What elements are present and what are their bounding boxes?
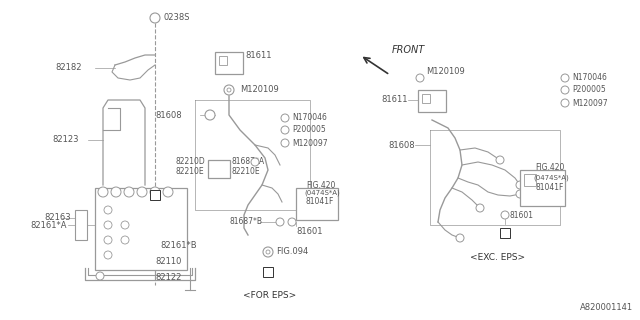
Text: M120109: M120109 [426, 68, 465, 76]
Bar [422, 94, 430, 103]
Circle shape [227, 88, 231, 92]
Circle shape [111, 187, 121, 197]
Text: 81601: 81601 [296, 228, 323, 236]
Text: FIG.094: FIG.094 [276, 247, 308, 257]
Text: 81041F: 81041F [535, 183, 563, 193]
Text: FIG.420: FIG.420 [306, 180, 335, 189]
Circle shape [561, 99, 569, 107]
Text: 82210E: 82210E [175, 167, 204, 177]
Text: 82210E: 82210E [232, 167, 260, 177]
Circle shape [263, 247, 273, 257]
Bar [263, 267, 273, 277]
Text: 81041F: 81041F [306, 197, 334, 206]
Circle shape [98, 187, 108, 197]
Circle shape [276, 218, 284, 226]
Circle shape [476, 204, 484, 212]
Text: (0474S*A): (0474S*A) [533, 175, 569, 181]
Circle shape [561, 74, 569, 82]
Bar [75, 210, 87, 240]
Text: M120109: M120109 [240, 85, 279, 94]
Circle shape [104, 251, 112, 259]
Circle shape [150, 187, 160, 197]
Bar [500, 228, 510, 238]
Text: 81611: 81611 [381, 95, 408, 105]
Bar [208, 160, 230, 178]
Text: 82110: 82110 [155, 258, 181, 267]
Circle shape [124, 187, 134, 197]
Circle shape [163, 187, 173, 197]
Text: P200005: P200005 [572, 85, 605, 94]
Text: (0474S*A): (0474S*A) [304, 190, 340, 196]
Text: <EXC. EPS>: <EXC. EPS> [470, 253, 525, 262]
Circle shape [281, 139, 289, 147]
Text: 81611: 81611 [245, 52, 271, 60]
Circle shape [281, 114, 289, 122]
Text: 82161*B: 82161*B [160, 241, 196, 250]
Circle shape [121, 236, 129, 244]
Text: N170046: N170046 [572, 74, 607, 83]
Text: A: A [266, 268, 271, 276]
Text: 82210D: 82210D [175, 157, 205, 166]
Text: 82123: 82123 [52, 135, 79, 145]
Text: 81608: 81608 [155, 110, 182, 119]
Circle shape [501, 211, 509, 219]
Text: 81687*B: 81687*B [230, 218, 263, 227]
Bar [296, 188, 338, 220]
Bar [95, 188, 187, 270]
Circle shape [104, 206, 112, 214]
Bar [219, 56, 227, 65]
Text: FRONT: FRONT [392, 45, 425, 55]
Text: M120097: M120097 [572, 99, 607, 108]
Text: 0238S: 0238S [163, 13, 189, 22]
Text: <FOR EPS>: <FOR EPS> [243, 291, 296, 300]
Circle shape [150, 13, 160, 23]
Text: 81687*A: 81687*A [232, 157, 265, 166]
Circle shape [137, 187, 147, 197]
Text: 82182: 82182 [55, 63, 81, 73]
Circle shape [121, 221, 129, 229]
Text: A: A [502, 228, 508, 237]
Text: P200005: P200005 [292, 125, 326, 134]
Text: A: A [152, 190, 157, 199]
Bar [520, 170, 565, 206]
Text: 81601: 81601 [510, 211, 534, 220]
Circle shape [288, 218, 296, 226]
Circle shape [266, 250, 270, 254]
Bar [215, 52, 243, 74]
Circle shape [496, 156, 504, 164]
Bar [524, 174, 536, 186]
Text: A820001141: A820001141 [580, 303, 633, 313]
Bar [418, 90, 446, 112]
Circle shape [251, 158, 259, 166]
Text: 82161*A: 82161*A [30, 220, 67, 229]
Text: 82163: 82163 [44, 213, 70, 222]
Text: M120097: M120097 [292, 139, 328, 148]
Circle shape [456, 234, 464, 242]
Text: FIG.420: FIG.420 [535, 164, 564, 172]
Circle shape [416, 74, 424, 82]
Bar [150, 190, 160, 200]
Circle shape [224, 85, 234, 95]
Text: 82122: 82122 [155, 273, 181, 282]
Text: 81608: 81608 [388, 140, 415, 149]
Circle shape [104, 236, 112, 244]
Circle shape [561, 86, 569, 94]
Text: N170046: N170046 [292, 114, 327, 123]
Circle shape [96, 272, 104, 280]
Circle shape [104, 221, 112, 229]
Circle shape [205, 110, 215, 120]
Circle shape [516, 181, 524, 189]
Circle shape [516, 190, 524, 198]
Circle shape [281, 126, 289, 134]
